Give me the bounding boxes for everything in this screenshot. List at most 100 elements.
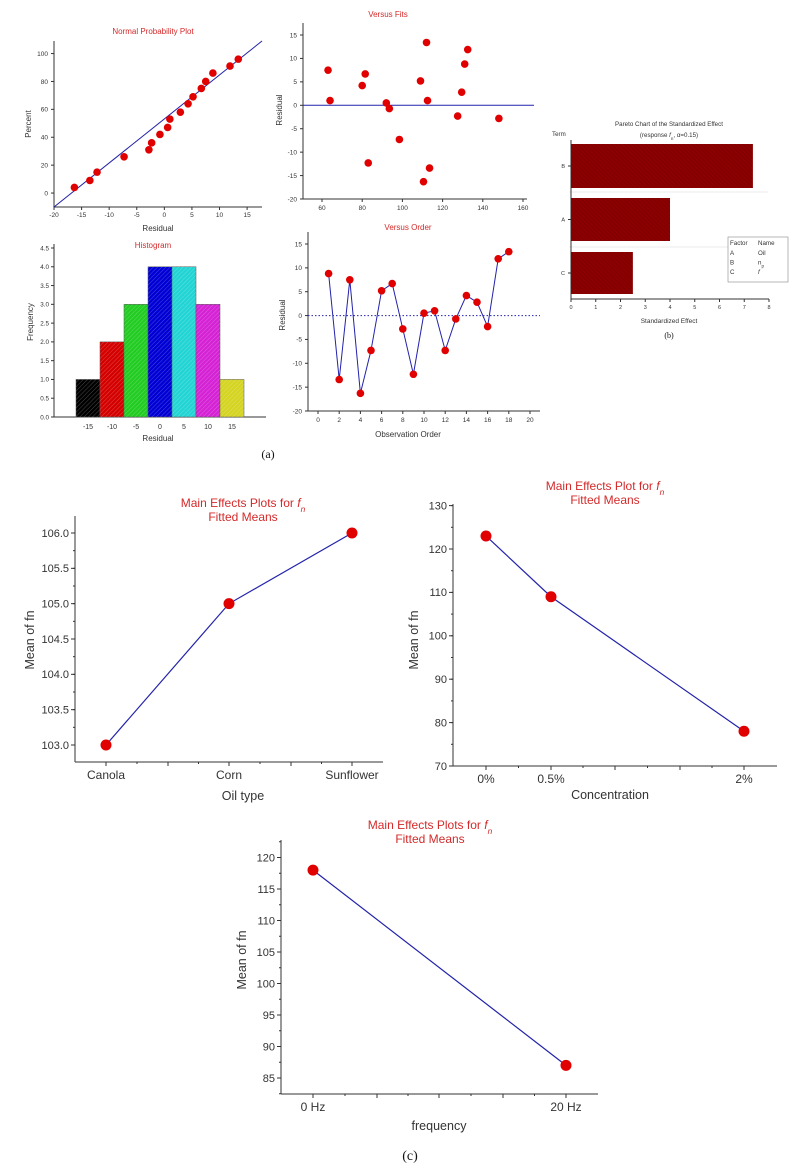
data-point [422, 38, 431, 47]
data-point [100, 739, 112, 751]
data-point [441, 346, 450, 355]
data-point [377, 286, 386, 295]
y-tick-label: 85 [263, 1073, 275, 1085]
bar-texture [196, 304, 220, 417]
x-tick-label: 14 [463, 417, 471, 424]
y-tick-label: 104.0 [41, 669, 69, 681]
y-tick-label: 105.0 [41, 598, 69, 610]
subtitle-part: f [669, 132, 672, 139]
x-tick-label: -15 [77, 212, 87, 219]
data-point [399, 325, 407, 333]
y-tick-label: 106.0 [41, 528, 69, 540]
chart-title-sub: n [301, 504, 306, 514]
y-tick-label: -15 [293, 384, 303, 391]
legend-box [727, 236, 789, 283]
y-tick-label: 40 [41, 135, 49, 142]
subtitle-part: , α=0.15) [673, 132, 698, 139]
legend-header-factor: Factor [730, 240, 748, 247]
chart-subtitle: Fitted Means [208, 510, 277, 524]
x-axis-label: Residual [142, 224, 173, 233]
bar-texture [76, 379, 100, 417]
legend-header-name: Name [758, 240, 775, 247]
x-tick-label: 0.5% [537, 772, 565, 786]
y-tick-label: 5 [298, 289, 302, 296]
data-point [463, 45, 472, 54]
y-tick-label: 0.0 [40, 414, 49, 421]
chart-title: Main Effects Plot for fn [546, 479, 665, 497]
chart-title-symbol: f [484, 818, 489, 832]
x-tick-label: 2 [619, 305, 622, 311]
chart-title-prefix: Main Effects Plots for [181, 496, 298, 510]
data-point [457, 88, 466, 96]
data-point [201, 77, 210, 86]
bar-texture [148, 266, 172, 417]
x-tick-label: 0 [316, 417, 320, 424]
x-tick-label: Canola [87, 768, 125, 782]
y-tick-label: -15 [288, 173, 298, 180]
y-tick-label: 0 [44, 190, 48, 197]
data-point [430, 307, 439, 315]
y-tick-label: 0.5 [40, 396, 49, 403]
x-tick-label: 5 [182, 424, 186, 431]
chart-subtitle: (response fn, α=0.15) [640, 132, 698, 141]
y-tick-label: 100 [429, 631, 447, 643]
x-tick-label: 100 [397, 205, 408, 212]
data-point [86, 176, 94, 185]
x-tick-label: -5 [133, 424, 139, 431]
chart-title-sub: n [660, 487, 665, 497]
data-point [545, 591, 557, 603]
main-effects-oil: 103.0 103.5 104.0 104.5 105.0 105.5 106.0 Canol… [23, 510, 383, 803]
data-point [156, 130, 164, 139]
chart-title: Histogram [135, 241, 172, 250]
y-tick-label: 5 [293, 79, 297, 86]
y-tick-label: 20 [41, 162, 49, 169]
data-point [324, 66, 332, 74]
y-tick-label: -10 [293, 361, 303, 368]
y-tick-label: -5 [291, 126, 297, 133]
x-axis-label: frequency [412, 1119, 468, 1133]
x-tick-label: 20 Hz [550, 1100, 581, 1114]
bar-texture [172, 266, 196, 417]
y-tick-label: 3.5 [40, 283, 49, 290]
chart-title: Main Effects Plots for fn [181, 496, 306, 514]
x-tick-label: 160 [518, 205, 529, 212]
x-tick-label: 20 [526, 417, 534, 424]
x-tick-label: 5 [693, 305, 696, 311]
y-tick-label: 10 [295, 265, 303, 272]
x-axis-label: Concentration [571, 788, 649, 802]
data-point [147, 139, 156, 147]
y-tick-label: 0 [293, 103, 297, 110]
chart-title: Versus Fits [368, 10, 408, 19]
y-tick-label: 15 [295, 241, 303, 248]
y-tick-label: 2.5 [40, 320, 49, 327]
data-point [335, 375, 344, 384]
y-tick-label: 110 [257, 915, 275, 927]
versus-order-plot: 0 2 4 6 8 10 12 14 16 18 20 -20 -15 -10 -5 0 5 10 15 Versus… [278, 223, 540, 439]
data-point [166, 115, 174, 123]
x-tick-label: 8 [767, 305, 770, 311]
y-tick-label: 95 [263, 1010, 275, 1022]
data-point [483, 322, 492, 331]
y-tick-label: -20 [293, 408, 303, 415]
factor-legend: Factor Name A Oil B np C f [727, 236, 789, 283]
normal-probability-plot: -20 -15 -10 -5 0 5 10 15 0 20 40 60 80 100 Normal Prob… [24, 27, 263, 233]
y-tick-label: 120 [429, 544, 447, 556]
data-point [307, 864, 319, 876]
legend-factor: A [730, 250, 735, 257]
term-label: A [561, 218, 565, 224]
data-point [326, 96, 334, 105]
bar-texture [124, 304, 148, 417]
y-axis-label: Mean of fn [23, 610, 37, 669]
x-tick-label: 6 [718, 305, 721, 311]
data-point [209, 69, 217, 77]
chart-title: Normal Probability Plot [112, 27, 194, 36]
y-tick-label: 130 [429, 500, 447, 512]
x-axis-label: Standardized Effect [641, 318, 698, 325]
subtitle-part: (response [640, 132, 669, 139]
y-tick-label: 104.5 [41, 634, 69, 646]
y-tick-label: 105 [257, 947, 275, 959]
x-tick-label: 5 [190, 212, 194, 219]
chart-title: Main Effects Plots for fn [368, 818, 493, 836]
y-tick-label: 120 [257, 852, 275, 864]
y-tick-label: 10 [290, 56, 298, 63]
